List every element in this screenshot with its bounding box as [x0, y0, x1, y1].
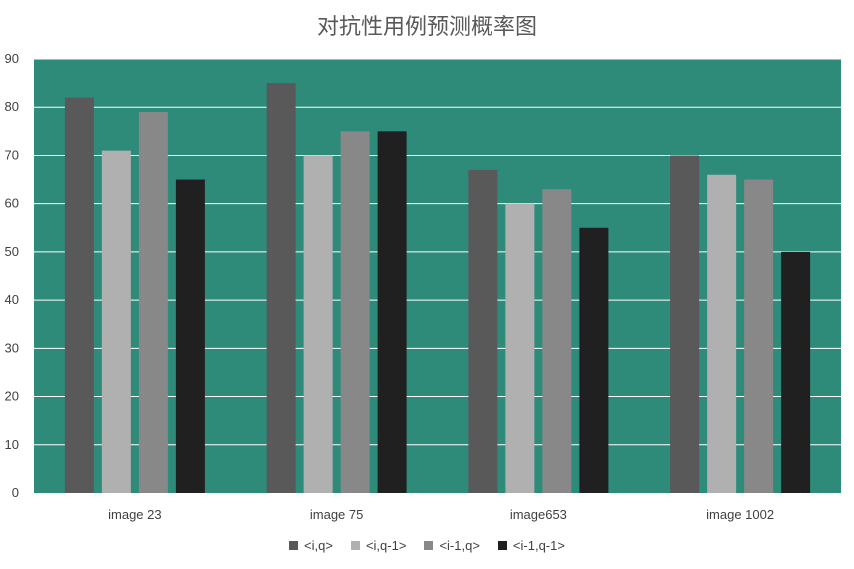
bar — [340, 131, 370, 494]
y-tick-label: 50 — [5, 244, 19, 259]
y-tick-label: 40 — [5, 292, 19, 307]
legend-item: <i-1,q> — [424, 538, 480, 553]
x-category-label: image 1002 — [706, 507, 774, 522]
bar — [579, 227, 609, 493]
bar — [377, 131, 407, 494]
x-category-label: image653 — [510, 507, 567, 522]
legend-item: <i-1,q-1> — [497, 538, 565, 553]
legend-label: <i-1,q-1> — [512, 538, 565, 553]
plot-area — [34, 59, 841, 493]
bars — [64, 83, 811, 494]
legend-swatch — [289, 541, 299, 550]
y-tick-label: 60 — [5, 196, 19, 211]
x-axis-categories: image 23 image 75 image653 image 1002 — [108, 507, 774, 522]
x-category-label: image 75 — [310, 507, 363, 522]
bar — [303, 155, 333, 493]
legend-label: <i,q-1> — [365, 538, 407, 553]
bar — [542, 189, 572, 493]
bar — [781, 251, 811, 493]
legend-swatch — [497, 541, 507, 550]
bar — [468, 169, 498, 493]
y-tick-label: 70 — [5, 147, 19, 162]
bar — [138, 112, 168, 494]
legend: <i,q> <i,q-1> <i-1,q> <i-1,q-1> — [0, 538, 854, 553]
bar — [744, 179, 774, 494]
y-tick-label: 80 — [5, 99, 19, 114]
bar — [64, 97, 94, 494]
y-tick-label: 90 — [5, 51, 19, 66]
gridlines — [34, 58, 841, 446]
legend-swatch — [350, 541, 360, 550]
y-tick-label: 10 — [5, 437, 19, 452]
y-tick-label: 20 — [5, 389, 19, 404]
legend-item: <i,q-1> — [350, 538, 407, 553]
bar — [175, 179, 205, 494]
bar — [505, 203, 535, 493]
legend-label: <i-1,q> — [439, 538, 480, 553]
bar — [266, 83, 296, 493]
bar — [670, 155, 700, 493]
legend-item: <i,q> — [289, 538, 333, 553]
bar — [101, 150, 131, 493]
legend-swatch — [424, 541, 434, 550]
bar — [707, 174, 737, 493]
x-category-label: image 23 — [108, 507, 161, 522]
y-tick-label: 0 — [12, 485, 19, 500]
legend-label: <i,q> — [304, 538, 333, 553]
chart-title: 对抗性用例预测概率图 — [316, 15, 537, 40]
y-axis-ticks: 0 10 20 30 40 50 60 70 80 90 — [5, 51, 19, 500]
y-tick-label: 30 — [5, 340, 19, 355]
